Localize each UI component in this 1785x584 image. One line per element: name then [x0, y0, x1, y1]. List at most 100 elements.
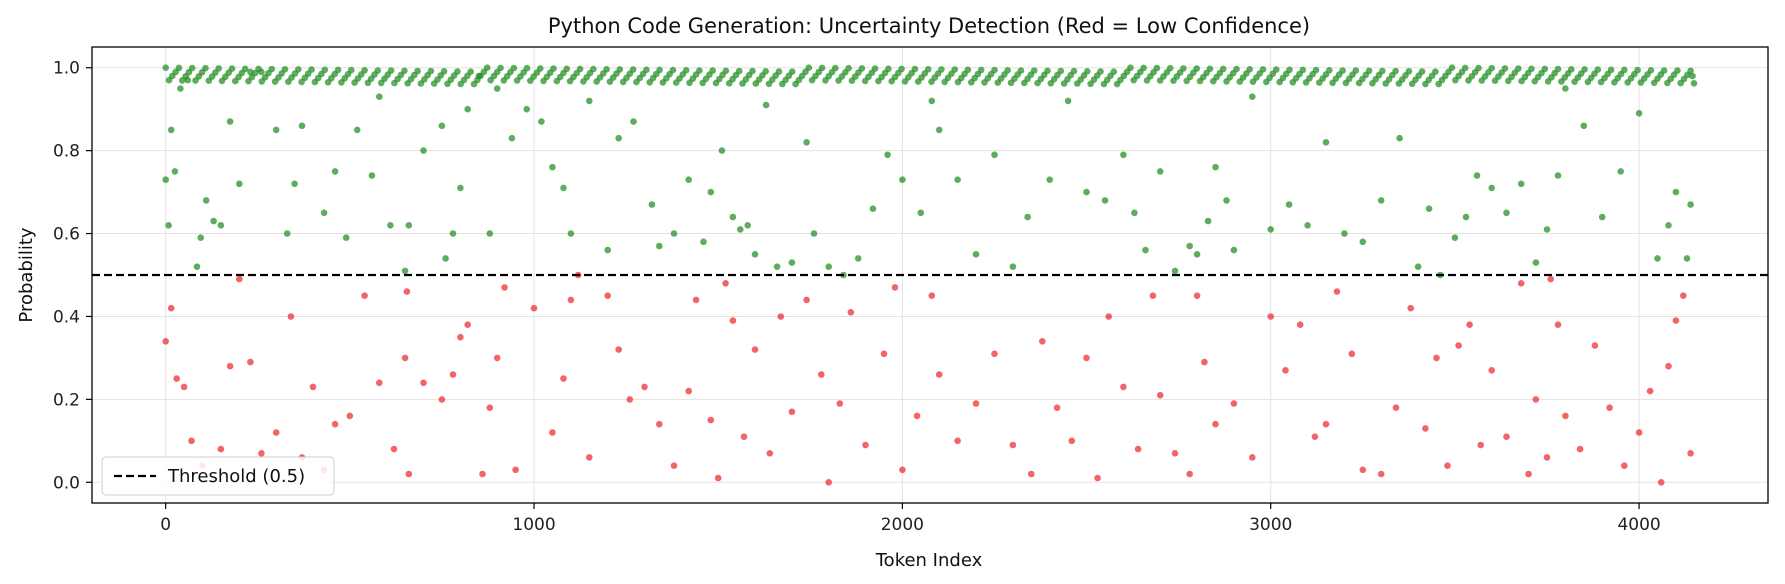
high-confidence-point [1461, 64, 1469, 72]
low-confidence-point [891, 284, 899, 291]
high-confidence-point [342, 234, 350, 241]
low-confidence-point [670, 462, 678, 470]
high-confidence-point [464, 105, 472, 113]
high-confidence-point [295, 66, 302, 73]
high-confidence-point [1488, 64, 1495, 72]
high-confidence-point [648, 201, 656, 208]
low-confidence-point [1657, 479, 1665, 486]
low-confidence-point [1282, 367, 1289, 374]
low-confidence-point [390, 445, 398, 453]
high-confidence-point [1142, 246, 1149, 254]
high-confidence-point [629, 66, 637, 73]
high-confidence-point [991, 66, 998, 74]
low-confidence-point [1171, 450, 1179, 457]
low-confidence-point [729, 317, 737, 324]
high-confidence-point [321, 66, 329, 74]
high-confidence-point [805, 64, 813, 71]
high-confidence-point [281, 66, 289, 73]
high-confidence-point [825, 263, 832, 271]
y-tick-label: 0.6 [53, 225, 80, 245]
high-confidence-point [1451, 234, 1459, 241]
high-confidence-point [1223, 197, 1230, 204]
high-confidence-point [1647, 67, 1655, 74]
low-confidence-point [1134, 445, 1142, 453]
low-confidence-point [714, 474, 722, 482]
high-confidence-point [454, 68, 461, 75]
high-confidence-point [414, 67, 421, 75]
high-confidence-point [977, 66, 985, 74]
low-confidence-point [1665, 362, 1672, 370]
low-confidence-point [493, 354, 501, 362]
low-confidence-point [1591, 342, 1599, 349]
y-axis-ticks: 0.0 0.2 0.4 0.6 0.8 1.0 [53, 59, 92, 493]
high-confidence-point [1418, 68, 1426, 75]
low-confidence-point [401, 354, 409, 362]
high-confidence-point [291, 180, 298, 188]
high-confidence-point [1365, 67, 1373, 75]
high-confidence-point [449, 230, 457, 237]
low-confidence-point [217, 445, 225, 453]
high-confidence-point [427, 67, 435, 75]
high-confidence-point [1259, 66, 1267, 73]
high-confidence-point [1219, 65, 1227, 73]
low-confidence-point [1547, 275, 1554, 283]
low-confidence-point [449, 371, 457, 378]
high-confidence-point [818, 64, 826, 72]
x-tick-label: 2000 [881, 515, 924, 535]
high-confidence-point [1267, 226, 1274, 233]
high-confidence-point [497, 64, 504, 72]
high-confidence-point [590, 65, 597, 73]
low-confidence-point [258, 450, 265, 457]
high-confidence-point [563, 65, 571, 73]
high-confidence-point [1249, 93, 1256, 100]
grid [92, 47, 1768, 503]
high-confidence-point [1635, 110, 1643, 117]
high-confidence-point [1153, 64, 1161, 72]
high-confidence-point [320, 209, 328, 217]
high-confidence-point [493, 85, 501, 92]
high-confidence-point [1339, 67, 1346, 74]
low-confidence-point [1562, 412, 1569, 420]
high-confidence-point [1501, 65, 1509, 72]
high-confidence-point [1140, 64, 1147, 72]
high-confidence-point [1532, 259, 1540, 266]
low-confidence-point [880, 350, 888, 358]
high-confidence-point [1131, 209, 1138, 217]
low-confidence-point [457, 333, 464, 341]
high-confidence-point [210, 217, 217, 225]
high-confidence-point [762, 68, 769, 75]
x-axis-ticks: 0 1000 2000 3000 4000 [160, 503, 1661, 535]
low-confidence-point [236, 275, 243, 283]
high-confidence-point [1581, 66, 1588, 73]
high-confidence-point [749, 67, 756, 75]
high-confidence-point [228, 65, 236, 72]
high-confidence-point [810, 230, 818, 237]
high-confidence-point [387, 222, 394, 229]
x-tick-label: 4000 [1617, 515, 1660, 535]
low-confidence-point [1105, 313, 1112, 320]
high-confidence-point [483, 64, 491, 71]
low-confidence-point [1554, 321, 1562, 329]
high-confidence-point [1543, 226, 1551, 233]
low-confidence-point [1392, 404, 1400, 412]
high-confidence-point [1017, 67, 1025, 74]
low-confidence-point [560, 375, 567, 382]
high-confidence-point [1341, 230, 1348, 237]
high-confidence-point [700, 238, 707, 246]
low-confidence-point [825, 479, 832, 486]
high-confidence-point [1377, 197, 1385, 204]
high-confidence-point [457, 184, 464, 192]
low-confidence-point [226, 362, 234, 370]
high-confidence-point [374, 67, 382, 74]
high-confidence-point [604, 246, 611, 254]
high-confidence-point [255, 65, 262, 73]
high-confidence-point [538, 118, 545, 125]
low-confidence-point [1503, 433, 1510, 441]
high-confidence-point [1204, 217, 1212, 225]
low-confidence-point [818, 371, 825, 378]
high-confidence-point [1299, 66, 1307, 74]
low-confidence-point [1083, 354, 1090, 362]
plot-frame [91, 46, 1769, 504]
low-confidence-point [685, 387, 692, 395]
high-confidence-point [1665, 222, 1672, 229]
